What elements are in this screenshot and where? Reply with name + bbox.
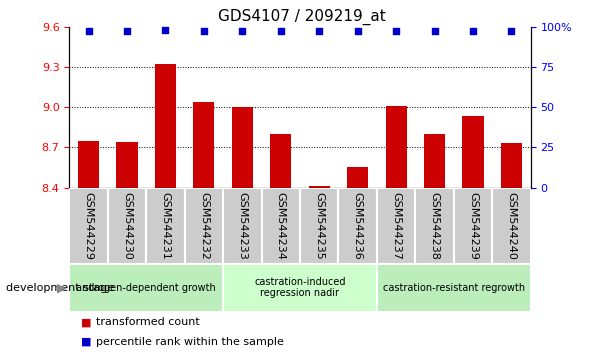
Text: GSM544232: GSM544232 [199,192,209,259]
Point [468,29,478,34]
Point [276,29,286,34]
Bar [300,188,338,264]
Text: GSM544240: GSM544240 [507,192,516,259]
Bar [146,188,185,264]
Bar [501,143,522,188]
Bar [223,264,377,312]
Text: GSM544239: GSM544239 [468,192,478,259]
Text: GSM544235: GSM544235 [314,192,324,259]
Text: castration-induced
regression nadir: castration-induced regression nadir [254,277,346,298]
Bar [185,188,223,264]
Text: GSM544236: GSM544236 [353,192,362,259]
Text: GSM544231: GSM544231 [160,192,171,259]
Text: GSM544233: GSM544233 [238,192,247,259]
Bar [377,264,531,312]
Bar [309,186,330,188]
Bar [232,107,253,188]
Text: ■: ■ [81,337,92,347]
Bar [78,141,99,188]
Point [430,29,440,34]
Point [199,29,209,34]
Text: percentile rank within the sample: percentile rank within the sample [96,337,285,347]
Text: castration-resistant regrowth: castration-resistant regrowth [383,282,525,293]
Point [391,29,401,34]
Text: GSM544229: GSM544229 [84,192,93,260]
Bar [492,188,531,264]
Bar [415,188,453,264]
Bar [194,102,215,188]
Bar [338,188,377,264]
Text: development stage: development stage [6,282,114,293]
Bar [347,167,368,188]
Point [84,29,93,34]
Text: GSM544234: GSM544234 [276,192,286,259]
Point [507,29,516,34]
Bar [262,188,300,264]
Text: ▶: ▶ [57,281,66,294]
Point [353,29,362,34]
Bar [377,188,415,264]
Bar [223,188,262,264]
Text: ■: ■ [81,318,92,327]
Point [238,29,247,34]
Point [122,29,132,34]
Bar [69,264,223,312]
Text: GSM544238: GSM544238 [429,192,440,259]
Bar [454,188,492,264]
Bar [463,116,484,188]
Bar [108,188,146,264]
Bar [155,64,176,188]
Bar [424,134,445,188]
Text: GDS4107 / 209219_at: GDS4107 / 209219_at [218,9,385,25]
Text: androgen-dependent growth: androgen-dependent growth [77,282,216,293]
Point [160,27,170,33]
Bar [69,188,108,264]
Text: GSM544237: GSM544237 [391,192,401,259]
Point [314,29,324,34]
Bar [270,134,291,188]
Bar [385,106,406,188]
Text: GSM544230: GSM544230 [122,192,132,259]
Text: transformed count: transformed count [96,318,200,327]
Bar [116,142,137,188]
